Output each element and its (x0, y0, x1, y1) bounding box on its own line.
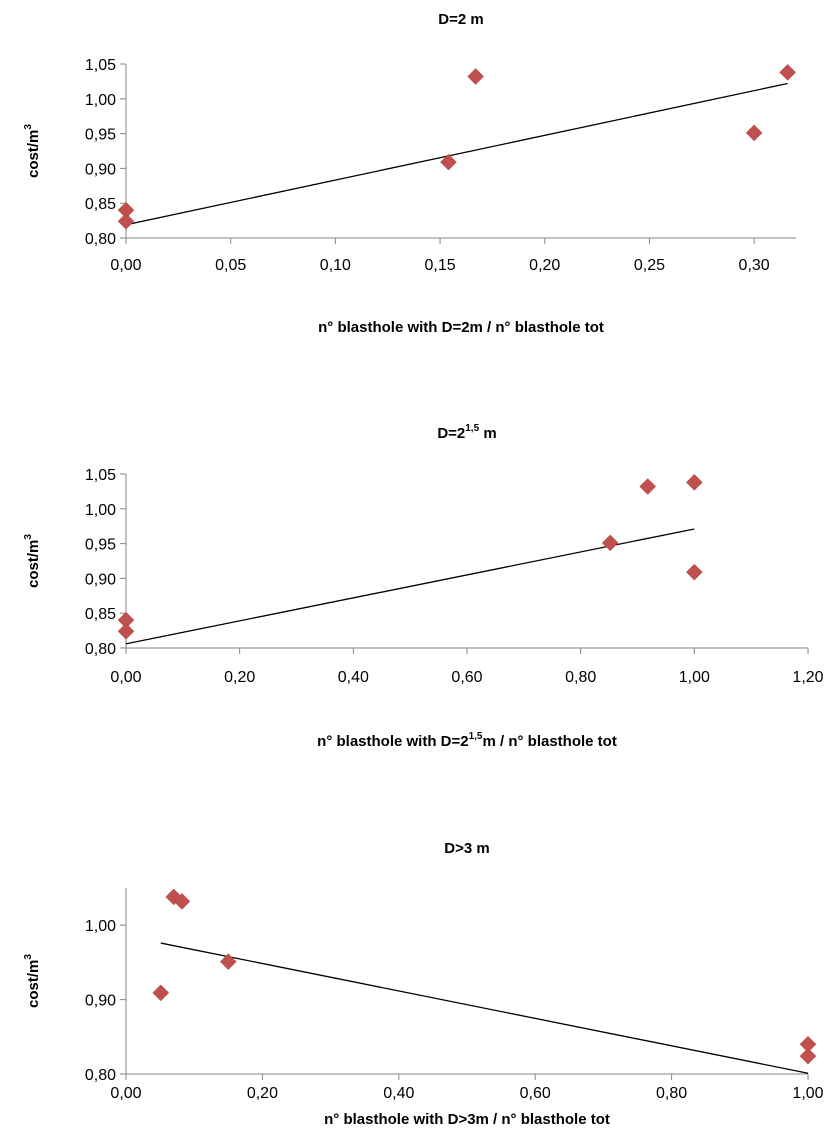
trendline (125, 82, 788, 226)
x-tick-label: 1,20 (792, 669, 823, 686)
data-point (779, 63, 796, 81)
x-tick-label: 0,20 (224, 669, 255, 686)
data-point (467, 68, 485, 85)
x-tick-label: 0,60 (520, 1085, 551, 1102)
chart-title: D>3 m (444, 840, 489, 857)
x-tick-label: 0,30 (739, 257, 770, 274)
x-tick-label: 0,40 (383, 1085, 414, 1102)
chart-title: D=2 m (438, 11, 483, 28)
data-point (152, 984, 170, 1002)
y-tick-label: 0,80 (85, 231, 116, 248)
y-axis-title: cost/m3 (23, 534, 42, 588)
chart-3: D>3 m 0,80 0,90 1,00 0,00 0,20 0,40 0,60 0,80 1,0… (23, 840, 824, 1128)
x-tick-label: 0,00 (110, 257, 141, 274)
data-point (799, 1047, 817, 1065)
y-tick-label: 0,95 (85, 537, 116, 554)
y-tick-label: 1,05 (85, 467, 116, 484)
y-tick-label: 1,05 (85, 57, 116, 74)
y-tick-label: 0,80 (85, 1067, 116, 1084)
y-tick-label: 0,95 (85, 127, 116, 144)
x-tick-label: 1,00 (792, 1085, 823, 1102)
x-tick-label: 0,00 (110, 669, 141, 686)
data-point (685, 473, 703, 491)
y-tick-label: 0,85 (85, 606, 116, 623)
x-tick-label: 0,40 (338, 669, 369, 686)
x-axis-title: n° blasthole with D=2m / n° blasthole to… (318, 319, 604, 336)
x-tick-label: 0,60 (451, 669, 482, 686)
data-point (219, 953, 237, 971)
data-point (117, 212, 135, 230)
data-point (639, 478, 657, 495)
y-axis-title: cost/m3 (23, 954, 42, 1008)
x-tick-label: 0,10 (320, 257, 351, 274)
x-tick-label: 1,00 (679, 669, 710, 686)
x-tick-label: 0,25 (634, 257, 665, 274)
chart-1: D=2 m 0,80 0,85 0,90 0,95 1,00 1,05 0,00 0,05 0,1… (23, 11, 796, 336)
y-tick-label: 0,90 (85, 993, 116, 1010)
x-tick-label: 0,80 (656, 1085, 687, 1102)
x-tick-label: 0,80 (565, 669, 596, 686)
x-axis-title: n° blasthole with D=21,5m / n° blasthole… (317, 731, 617, 750)
x-tick-label: 0,05 (215, 257, 246, 274)
x-tick-label: 0,20 (247, 1085, 278, 1102)
chart-title: D=21,5 m (437, 423, 496, 442)
y-axis-title: cost/m3 (23, 124, 42, 178)
trendline (160, 942, 809, 1074)
data-point (745, 124, 763, 142)
y-tick-label: 1,00 (85, 918, 116, 935)
x-tick-label: 0,00 (110, 1085, 141, 1102)
data-point (173, 893, 191, 910)
data-point (685, 563, 703, 581)
y-tick-label: 0,90 (85, 571, 116, 588)
data-point (440, 153, 457, 171)
x-tick-label: 0,15 (424, 257, 455, 274)
chart-2: D=21,5 m 0,80 0,85 0,90 0,95 1,00 1,05 0,00 0,20… (23, 423, 824, 750)
trendline (125, 528, 695, 645)
y-tick-label: 1,00 (85, 502, 116, 519)
y-tick-label: 0,90 (85, 161, 116, 178)
y-tick-label: 0,80 (85, 641, 116, 658)
data-point (601, 534, 619, 552)
y-tick-label: 0,85 (85, 196, 116, 213)
data-point (117, 622, 135, 640)
y-tick-label: 1,00 (85, 92, 116, 109)
x-axis-title: n° blasthole with D>3m / n° blasthole to… (324, 1111, 610, 1128)
x-tick-label: 0,20 (529, 257, 560, 274)
